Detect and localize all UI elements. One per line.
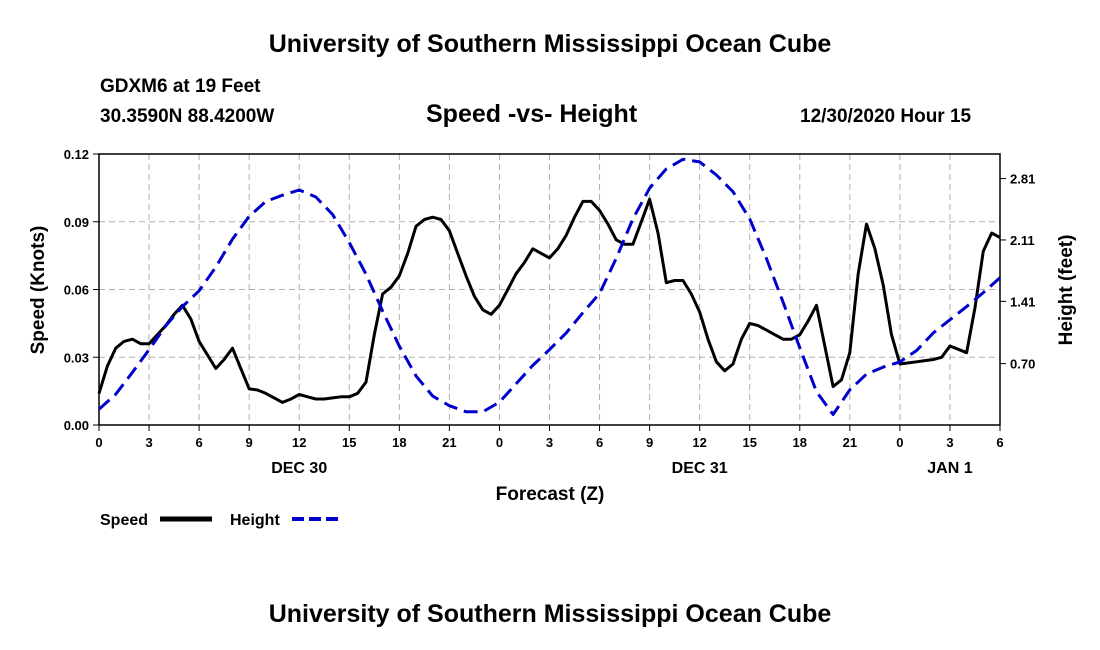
y2-tick-label: 2.11 <box>1010 233 1035 248</box>
x-tick-label: 15 <box>342 435 356 450</box>
y2-tick-label: 1.41 <box>1010 294 1035 309</box>
x-tick-label: 12 <box>292 435 306 450</box>
x-tick-label: 12 <box>692 435 706 450</box>
x-tick-label: 0 <box>95 435 102 450</box>
x-axis-label: Forecast (Z) <box>496 484 605 505</box>
x-tick-label: 18 <box>392 435 406 450</box>
y-tick-label: 0.12 <box>64 147 89 162</box>
y2-axis-label: Height (feet) <box>1056 235 1077 346</box>
location-label: 30.3590N 88.4200W <box>100 106 275 127</box>
x-tick-label: 6 <box>596 435 603 450</box>
day-label: DEC 31 <box>672 460 728 477</box>
legend-height-label: Height <box>230 512 280 529</box>
chart-title: University of Southern Mississippi Ocean… <box>268 30 832 58</box>
series <box>97 157 1001 416</box>
x-tick-label: 3 <box>546 435 553 450</box>
x-tick-label: 3 <box>946 435 953 450</box>
y-tick-label: 0.06 <box>64 283 89 298</box>
y-tick-label: 0.00 <box>64 418 89 433</box>
x-tick-label: 9 <box>646 435 653 450</box>
day-label: JAN 1 <box>927 460 972 477</box>
y2-tick-label: 0.70 <box>1010 357 1035 372</box>
day-label: DEC 30 <box>271 460 327 477</box>
x-tick-label: 9 <box>246 435 253 450</box>
y-tick-label: 0.09 <box>64 215 89 230</box>
x-tick-label: 6 <box>195 435 202 450</box>
x-tick-label: 21 <box>442 435 456 450</box>
axes <box>93 153 1006 431</box>
grid <box>99 154 1000 425</box>
date-hour-label: 12/30/2020 Hour 15 <box>800 106 972 127</box>
x-tick-label: 6 <box>996 435 1003 450</box>
x-tick-label: 18 <box>793 435 807 450</box>
y2-tick-label: 2.81 <box>1010 172 1035 187</box>
footer-title: University of Southern Mississippi Ocean… <box>268 600 832 628</box>
x-tick-label: 3 <box>145 435 152 450</box>
x-tick-label: 0 <box>496 435 503 450</box>
x-tick-label: 21 <box>843 435 857 450</box>
y-tick-label: 0.03 <box>64 350 89 365</box>
station-label: GDXM6 at 19 Feet <box>100 76 261 97</box>
x-tick-label: 0 <box>896 435 903 450</box>
legend-speed-label: Speed <box>100 512 148 529</box>
height-series-line <box>98 157 1001 416</box>
x-tick-label: 15 <box>742 435 756 450</box>
speed-series-line <box>97 197 1001 404</box>
plot-frame <box>98 153 1001 426</box>
legend: Speed Height <box>100 512 342 529</box>
tick-labels: 0 3 6 9 12 15 18 21 0 3 6 9 12 15 18 21 0 3 6 0.00 0.03 0.06 0… <box>64 147 1036 477</box>
plot-title: Speed -vs- Height <box>426 100 638 128</box>
y-axis-label: Speed (Knots) <box>28 226 49 355</box>
